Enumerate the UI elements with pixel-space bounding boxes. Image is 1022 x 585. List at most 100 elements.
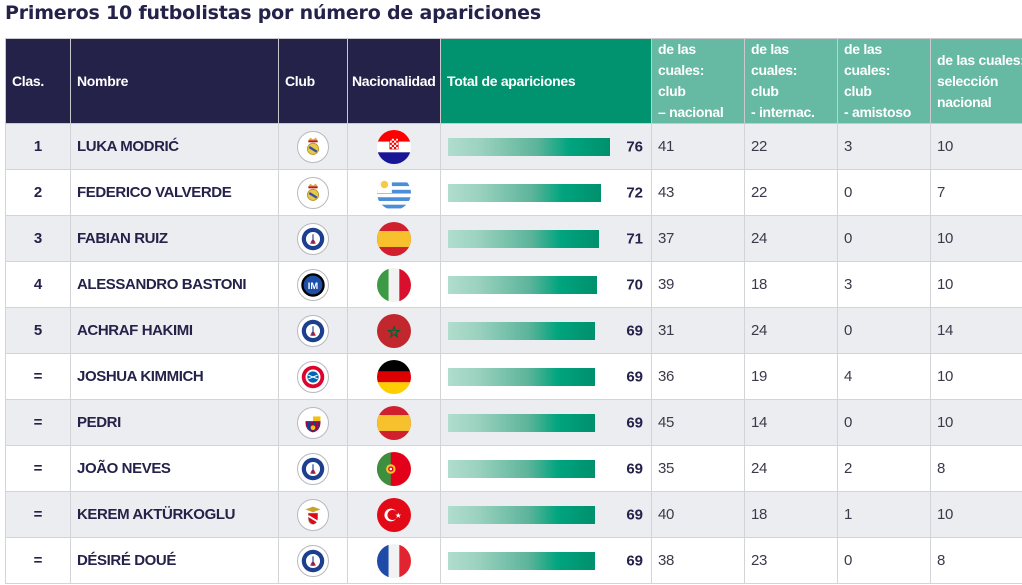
seleccion-value: 10 <box>930 123 1022 170</box>
psg-crest-icon[interactable] <box>297 452 329 485</box>
club-internac-value: 24 <box>744 307 838 354</box>
portugal-flag-icon[interactable] <box>377 451 411 486</box>
total-cell: 69 <box>440 307 652 354</box>
total-cell: 69 <box>440 399 652 446</box>
barcelona-crest-icon[interactable] <box>297 406 329 439</box>
player-name[interactable]: Luka Modrić <box>70 123 279 170</box>
table-row[interactable]: 1 Luka Modrić 76 41 22 3 10 <box>5 123 1022 170</box>
table-row[interactable]: = Kerem Aktürkoglu 69 40 18 1 10 <box>5 491 1022 538</box>
total-value: 72 <box>626 184 643 201</box>
club-cell <box>278 399 348 446</box>
psg-crest-icon[interactable] <box>297 314 329 347</box>
nationality-cell <box>347 123 441 170</box>
header-line: - internac. <box>751 104 815 120</box>
nationality-cell <box>347 353 441 400</box>
club-internac-value: 14 <box>744 399 838 446</box>
header-line: club <box>844 83 872 99</box>
total-cell: 71 <box>440 215 652 262</box>
player-name[interactable]: Joshua Kimmich <box>70 353 279 400</box>
header-nationality[interactable]: Nacionalidad <box>347 38 441 124</box>
total-cell: 69 <box>440 537 652 584</box>
header-total[interactable]: Total de apariciones <box>440 38 652 124</box>
rank-cell: = <box>5 537 71 584</box>
header-club-internac[interactable]: de las cuales: club - internac. <box>744 38 838 124</box>
total-bar <box>448 275 597 294</box>
seleccion-value: 8 <box>930 537 1022 584</box>
croatia-flag-icon[interactable] <box>377 129 411 164</box>
nationality-cell <box>347 399 441 446</box>
header-line: club <box>751 83 779 99</box>
player-name[interactable]: Fabian Ruiz <box>70 215 279 262</box>
player-name[interactable]: João Neves <box>70 445 279 492</box>
table-row[interactable]: = Pedri 69 45 14 0 10 <box>5 399 1022 446</box>
total-bar <box>448 321 595 340</box>
players-table: Clas. Nombre Club Nacionalidad Total de … <box>5 38 1022 584</box>
total-value: 69 <box>626 368 643 385</box>
total-value: 76 <box>626 138 643 155</box>
club-cell <box>278 491 348 538</box>
table-row[interactable]: 5 Achraf Hakimi 69 31 24 0 14 <box>5 307 1022 354</box>
seleccion-value: 14 <box>930 307 1022 354</box>
player-name[interactable]: Alessandro Bastoni <box>70 261 279 308</box>
total-value: 69 <box>626 322 643 339</box>
total-value: 69 <box>626 460 643 477</box>
spain-flag-icon[interactable] <box>377 405 411 440</box>
club-internac-value: 22 <box>744 169 838 216</box>
table-row[interactable]: 3 Fabian Ruiz 71 37 24 0 10 <box>5 215 1022 262</box>
table-row[interactable]: = João Neves 69 35 24 2 8 <box>5 445 1022 492</box>
real-madrid-crest-icon[interactable] <box>297 176 329 209</box>
header-line: de las cuales: <box>658 41 705 78</box>
total-bar <box>448 413 595 432</box>
seleccion-value: 10 <box>930 399 1022 446</box>
turkey-flag-icon[interactable] <box>377 497 411 532</box>
benfica-crest-icon[interactable] <box>297 498 329 531</box>
club-cell <box>278 353 348 400</box>
table-row[interactable]: = Joshua Kimmich 69 36 19 4 10 <box>5 353 1022 400</box>
player-name[interactable]: Pedri <box>70 399 279 446</box>
spain-flag-icon[interactable] <box>377 221 411 256</box>
total-cell: 70 <box>440 261 652 308</box>
uruguay-flag-icon[interactable] <box>377 175 411 210</box>
psg-crest-icon[interactable] <box>297 544 329 577</box>
total-bar <box>448 229 599 248</box>
table-row[interactable]: 4 Alessandro Bastoni IM 70 39 18 3 10 <box>5 261 1022 308</box>
club-internac-value: 23 <box>744 537 838 584</box>
club-amistoso-value: 0 <box>837 399 931 446</box>
player-name[interactable]: Federico Valverde <box>70 169 279 216</box>
seleccion-value: 8 <box>930 445 1022 492</box>
rank-cell: = <box>5 399 71 446</box>
player-name[interactable]: Désiré Doué <box>70 537 279 584</box>
player-name[interactable]: Achraf Hakimi <box>70 307 279 354</box>
header-name[interactable]: Nombre <box>70 38 279 124</box>
table-row[interactable]: 2 Federico Valverde 72 43 22 0 7 <box>5 169 1022 216</box>
header-club-amistoso[interactable]: de las cuales: club - amistoso <box>837 38 931 124</box>
seleccion-value: 10 <box>930 261 1022 308</box>
france-flag-icon[interactable] <box>377 543 411 578</box>
header-line: selección <box>937 72 999 89</box>
table-row[interactable]: = Désiré Doué 69 38 23 0 8 <box>5 537 1022 584</box>
player-name[interactable]: Kerem Aktürkoglu <box>70 491 279 538</box>
bayern-crest-icon[interactable] <box>297 360 329 393</box>
header-club[interactable]: Club <box>278 38 348 124</box>
seleccion-value: 10 <box>930 491 1022 538</box>
real-madrid-crest-icon[interactable] <box>297 130 329 163</box>
club-cell <box>278 445 348 492</box>
inter-crest-icon[interactable]: IM <box>297 268 329 301</box>
morocco-flag-icon[interactable] <box>377 313 411 348</box>
total-value: 69 <box>626 414 643 431</box>
header-club-nacional[interactable]: de las cuales: club – nacional <box>651 38 745 124</box>
psg-crest-icon[interactable] <box>297 222 329 255</box>
total-bar <box>448 367 595 386</box>
club-amistoso-value: 4 <box>837 353 931 400</box>
italy-flag-icon[interactable] <box>377 267 411 302</box>
germany-flag-icon[interactable] <box>377 359 411 394</box>
total-bar <box>448 183 601 202</box>
header-rank[interactable]: Clas. <box>5 38 71 124</box>
club-amistoso-value: 2 <box>837 445 931 492</box>
club-nacional-value: 37 <box>651 215 745 262</box>
svg-text:IM: IM <box>308 280 319 290</box>
nationality-cell <box>347 215 441 262</box>
header-seleccion[interactable]: de las cuales: selección nacional <box>930 38 1022 124</box>
total-cell: 72 <box>440 169 652 216</box>
nationality-cell <box>347 307 441 354</box>
